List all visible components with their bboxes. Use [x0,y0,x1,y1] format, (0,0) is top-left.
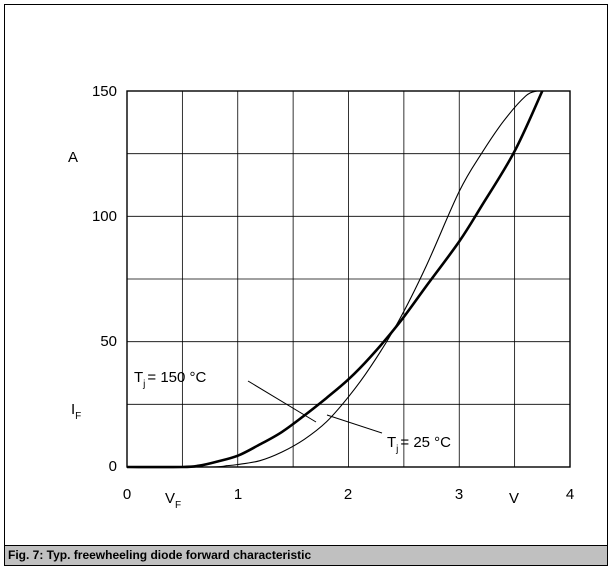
plot-border [126,90,571,468]
x-tick-label: 1 [234,486,242,503]
series-label-25-rest: = 25 °C [400,434,451,451]
y-tick-label: 100 [92,208,117,225]
chart-svg: 0 1 2 3 4 0 50 100 150 A IF VF V Tj = 150… [68,83,574,511]
series-label-25-sub: j [395,444,398,455]
y-axis-symbol-sub: F [75,411,81,422]
series-line-tj-25 [126,90,538,468]
x-axis-unit: V [509,490,519,507]
series-layer [126,90,544,469]
series-label-150-main: T [134,369,143,386]
figure-caption: Fig. 7: Typ. freewheeling diode forward … [8,548,312,562]
series-label-150-leader [247,380,317,423]
y-axis-unit: A [68,149,78,166]
y-tick-label: 0 [109,458,117,475]
series-line-tj-150 [126,90,544,469]
series-label-150: Tj = 150 °C [134,369,207,390]
series-label-25-main: T [387,434,396,451]
x-tick-label: 0 [123,486,131,503]
series-label-150-sub: j [142,379,145,390]
y-axis-symbol-main: I [71,401,75,418]
y-tick-label: 150 [92,83,117,100]
series-label-150-rest: = 150 °C [147,369,206,386]
x-tick-label: 4 [566,486,574,503]
x-axis-symbol-sub: F [175,500,181,511]
y-tick-labels: 0 50 100 150 [92,83,117,475]
y-tick-label: 50 [100,333,117,350]
x-axis-symbol: VF [165,490,181,511]
x-tick-label: 2 [344,486,352,503]
x-tick-label: 3 [455,486,463,503]
y-axis-symbol: IF [71,401,81,422]
x-axis-symbol-main: V [165,490,175,507]
series-label-25: Tj = 25 °C [387,434,451,455]
figure-frame: 0 1 2 3 4 0 50 100 150 A IF VF V Tj = 150… [4,4,608,566]
x-tick-labels: 0 1 2 3 4 [123,486,574,503]
series-label-25-leader [326,414,383,434]
figure-caption-bar: Fig. 7: Typ. freewheeling diode forward … [4,545,608,566]
plot-area-border [126,90,571,468]
grid [127,91,570,467]
